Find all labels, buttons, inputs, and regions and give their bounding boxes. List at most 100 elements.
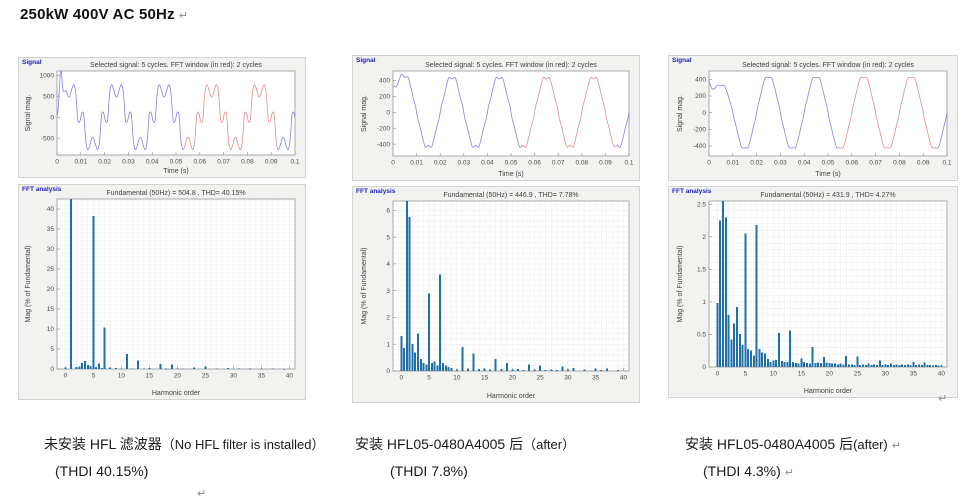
caption-zh: 安装 HFL05-0480A4005 后 [355,436,524,452]
return-mark: ↵ [891,440,901,452]
caption-after-2: 安装 HFL05-0480A4005 后(after) ↵ (THDI 4.3%)… [668,434,974,479]
svg-text:0.1: 0.1 [942,160,951,167]
svg-text:2.5: 2.5 [697,201,706,208]
svg-text:0.09: 0.09 [599,160,612,167]
signal-panel-label: Signal [22,59,42,66]
svg-text:Signal mag.: Signal mag. [361,95,368,132]
svg-text:0.03: 0.03 [457,160,470,167]
svg-text:0.04: 0.04 [481,160,494,167]
svg-text:0.1: 0.1 [624,160,633,167]
svg-text:40: 40 [47,206,55,213]
caption-en: (after) [853,437,888,452]
signal-chart-after-1[interactable]: Signal Selected signal: 5 cycles. FFT wi… [352,55,640,181]
svg-text:0: 0 [386,110,390,117]
svg-text:Harmonic order: Harmonic order [152,390,201,397]
fft-panel-label: FFT analysis [672,188,712,195]
svg-text:Harmonic order: Harmonic order [804,388,853,395]
signal-chart-after-2[interactable]: Signal Selected signal: 5 cycles. FFT wi… [668,55,958,181]
caption-zh: 未安装 HFL 滤波器 [44,436,162,452]
svg-text:30: 30 [564,375,572,382]
svg-text:0.04: 0.04 [146,159,159,166]
svg-text:0.09: 0.09 [917,160,930,167]
svg-text:25: 25 [854,371,862,378]
svg-text:1000: 1000 [40,72,55,79]
svg-text:Mag (% of Fundamental): Mag (% of Fundamental) [677,245,684,322]
svg-text:0.08: 0.08 [575,160,588,167]
svg-text:Selected signal: 5 cycles. FFT: Selected signal: 5 cycles. FFT window (i… [742,62,914,69]
svg-text:1.5: 1.5 [697,267,706,274]
svg-text:Fundamental (50Hz) = 431.9 , T: Fundamental (50Hz) = 431.9 , THD= 4.27% [760,192,895,199]
svg-text:Mag (% of Fundamental): Mag (% of Fundamental) [25,245,32,322]
svg-text:35: 35 [258,373,266,380]
svg-text:10: 10 [770,371,778,378]
svg-text:0.05: 0.05 [822,160,835,167]
svg-text:200: 200 [379,94,390,101]
fft-panel-label: FFT analysis [356,188,396,195]
svg-text:Fundamental (50Hz) = 446.9 , T: Fundamental (50Hz) = 446.9 , THD= 7.78% [443,192,578,199]
fft-chart-after-1[interactable]: FFT analysis Fundamental (50Hz) = 446.9 … [352,186,640,403]
svg-text:0.02: 0.02 [434,160,447,167]
svg-text:4: 4 [386,261,390,268]
svg-text:Time (s): Time (s) [498,171,523,178]
svg-text:15: 15 [47,306,55,313]
svg-text:500: 500 [43,93,54,100]
fft-chart-no-filter[interactable]: FFT analysis Fundamental (50Hz) = 504.8 … [18,184,306,400]
svg-text:10: 10 [47,326,55,333]
svg-text:2: 2 [702,234,706,241]
svg-text:0.02: 0.02 [98,159,111,166]
svg-text:1: 1 [386,341,390,348]
svg-text:0.08: 0.08 [893,160,906,167]
svg-text:0.07: 0.07 [217,159,230,166]
svg-text:0.06: 0.06 [845,160,858,167]
svg-text:35: 35 [910,371,918,378]
fft-chart-after-2[interactable]: FFT analysis Fundamental (50Hz) = 431.9 … [668,186,958,398]
svg-text:0.07: 0.07 [869,160,882,167]
return-mark: ↵ [938,393,948,405]
svg-text:1: 1 [702,299,706,306]
caption-zh: 安装 HFL05-0480A4005 后 [685,436,854,452]
svg-text:Selected signal: 5 cycles. FFT: Selected signal: 5 cycles. FFT window (i… [425,62,597,69]
svg-text:40: 40 [620,375,628,382]
svg-text:2: 2 [386,315,390,322]
svg-text:Harmonic order: Harmonic order [487,393,536,400]
svg-text:-400: -400 [693,143,706,150]
svg-text:Signal mag.: Signal mag. [677,95,684,132]
svg-text:0.02: 0.02 [750,160,763,167]
svg-text:-500: -500 [41,135,54,142]
caption-after-1: 安装 HFL05-0480A4005 后（after） (THDI 7.8%) [352,434,652,479]
svg-text:400: 400 [695,77,706,84]
svg-text:0.04: 0.04 [798,160,811,167]
svg-text:0: 0 [702,364,706,371]
svg-text:200: 200 [695,93,706,100]
svg-text:0.03: 0.03 [774,160,787,167]
svg-text:35: 35 [47,226,55,233]
svg-text:0: 0 [50,366,54,373]
svg-text:Mag (% of Fundamental): Mag (% of Fundamental) [361,247,368,324]
signal-panel-label: Signal [672,57,692,64]
svg-text:20: 20 [174,373,182,380]
svg-text:5: 5 [50,346,54,353]
svg-text:-400: -400 [377,141,390,148]
thdi-value: (THDI 4.3%) [703,463,781,479]
svg-text:15: 15 [146,373,154,380]
svg-text:25: 25 [47,266,55,273]
svg-text:Time (s): Time (s) [815,171,840,178]
caption-no-filter: 未安装 HFL 滤波器（No HFL filter is installed） … [18,434,328,479]
svg-text:-200: -200 [377,125,390,132]
svg-text:15: 15 [481,375,489,382]
svg-text:25: 25 [202,373,210,380]
caption-line1: 安装 HFL05-0480A4005 后（after） [355,434,652,454]
svg-text:0.09: 0.09 [265,159,278,166]
thdi-value: (THDI 7.8%) [390,463,468,479]
svg-text:0.07: 0.07 [552,160,565,167]
svg-text:0: 0 [386,368,390,375]
signal-chart-no-filter[interactable]: Signal Selected signal: 5 cycles. FFT wi… [18,57,306,178]
svg-text:40: 40 [938,371,946,378]
svg-text:0: 0 [707,160,711,167]
svg-text:5: 5 [427,375,431,382]
svg-text:0.01: 0.01 [410,160,423,167]
caption-thdi: (THDI 7.8%) [390,463,652,479]
svg-text:0: 0 [702,110,706,117]
caption-line1: 未安装 HFL 滤波器（No HFL filter is installed） [44,434,328,454]
svg-text:0.05: 0.05 [170,159,183,166]
